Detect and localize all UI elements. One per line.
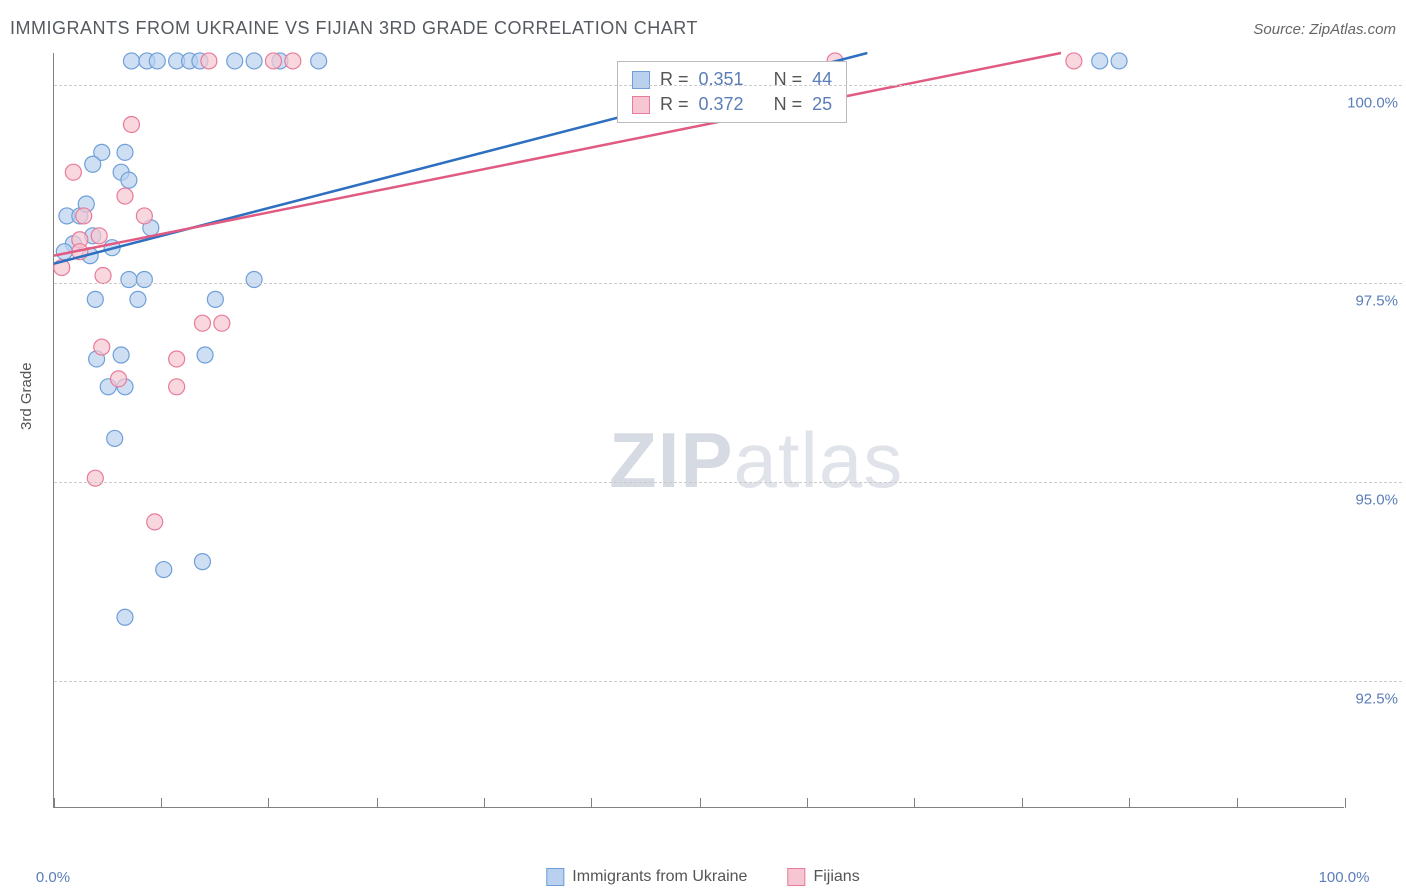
x-tick — [591, 798, 592, 808]
stats-r-value: 0.372 — [699, 94, 744, 115]
scatter-point — [121, 172, 137, 188]
chart-title: IMMIGRANTS FROM UKRAINE VS FIJIAN 3RD GR… — [10, 18, 698, 39]
scatter-point — [149, 53, 165, 69]
x-tick — [1237, 798, 1238, 808]
scatter-point — [136, 208, 152, 224]
scatter-point — [76, 208, 92, 224]
legend-label: Fijians — [813, 868, 859, 886]
gridline-h — [54, 85, 1402, 86]
legend-swatch — [787, 868, 805, 886]
x-tick-label: 0.0% — [36, 869, 70, 886]
scatter-point — [1111, 53, 1127, 69]
stats-n-label: N = — [774, 69, 803, 90]
x-tick — [700, 798, 701, 808]
scatter-point — [197, 347, 213, 363]
x-tick — [1022, 798, 1023, 808]
stats-swatch — [632, 71, 650, 89]
scatter-point — [123, 117, 139, 133]
scatter-point — [147, 514, 163, 530]
source-value: ZipAtlas.com — [1309, 21, 1396, 38]
scatter-point — [169, 379, 185, 395]
legend-item: Fijians — [787, 868, 859, 886]
scatter-point — [65, 164, 81, 180]
x-tick — [1345, 798, 1346, 808]
scatter-point — [130, 291, 146, 307]
stats-row: R = 0.372 N = 25 — [618, 92, 846, 117]
scatter-point — [311, 53, 327, 69]
scatter-point — [111, 371, 127, 387]
legend-label: Immigrants from Ukraine — [572, 868, 747, 886]
scatter-point — [117, 144, 133, 160]
x-tick — [54, 798, 55, 808]
scatter-point — [194, 315, 210, 331]
stats-r-label: R = — [660, 94, 689, 115]
scatter-point — [87, 470, 103, 486]
scatter-point — [207, 291, 223, 307]
scatter-point — [201, 53, 217, 69]
x-tick — [268, 798, 269, 808]
stats-n-label: N = — [774, 94, 803, 115]
x-tick — [807, 798, 808, 808]
stats-r-label: R = — [660, 69, 689, 90]
legend-swatch — [546, 868, 564, 886]
plot-svg — [54, 53, 1345, 808]
legend-item: Immigrants from Ukraine — [546, 868, 747, 886]
scatter-point — [91, 228, 107, 244]
x-tick — [161, 798, 162, 808]
stats-swatch — [632, 96, 650, 114]
scatter-point — [265, 53, 281, 69]
scatter-point — [156, 562, 172, 578]
scatter-point — [136, 272, 152, 288]
regression-line — [54, 53, 1061, 256]
scatter-point — [117, 609, 133, 625]
y-tick-label: 100.0% — [1347, 94, 1398, 111]
scatter-point — [227, 53, 243, 69]
bottom-legend: Immigrants from Ukraine Fijians — [546, 868, 859, 886]
scatter-point — [85, 156, 101, 172]
plot-area: ZIPatlas R =0.351N =44R =0.372N =25 — [53, 53, 1344, 808]
source-label: Source: — [1253, 21, 1309, 38]
scatter-point — [113, 347, 129, 363]
scatter-point — [194, 554, 210, 570]
scatter-point — [94, 339, 110, 355]
y-axis-label: 3rd Grade — [18, 362, 35, 430]
gridline-h — [54, 482, 1402, 483]
scatter-point — [121, 272, 137, 288]
scatter-point — [87, 291, 103, 307]
scatter-point — [107, 430, 123, 446]
y-tick-label: 97.5% — [1355, 293, 1398, 310]
stats-r-value: 0.351 — [699, 69, 744, 90]
chart-header: IMMIGRANTS FROM UKRAINE VS FIJIAN 3RD GR… — [10, 18, 1396, 39]
stats-n-value: 25 — [812, 94, 832, 115]
scatter-point — [123, 53, 139, 69]
x-tick — [914, 798, 915, 808]
scatter-point — [1066, 53, 1082, 69]
gridline-h — [54, 283, 1402, 284]
y-tick-label: 95.0% — [1355, 492, 1398, 509]
stats-row: R = 0.351 N = 44 — [618, 67, 846, 92]
stats-n-value: 44 — [812, 69, 832, 90]
scatter-point — [246, 272, 262, 288]
scatter-point — [1092, 53, 1108, 69]
y-tick-label: 92.5% — [1355, 690, 1398, 707]
scatter-point — [95, 268, 111, 284]
scatter-point — [246, 53, 262, 69]
scatter-point — [117, 188, 133, 204]
scatter-point — [285, 53, 301, 69]
x-tick — [1129, 798, 1130, 808]
gridline-h — [54, 681, 1402, 682]
chart-source: Source: ZipAtlas.com — [1253, 21, 1396, 38]
x-tick-label: 100.0% — [1319, 869, 1370, 886]
stats-legend-box: R = 0.351 N = 44 R = 0.372 N = 25 — [617, 61, 847, 123]
x-tick — [484, 798, 485, 808]
scatter-point — [214, 315, 230, 331]
x-tick — [377, 798, 378, 808]
scatter-point — [169, 351, 185, 367]
